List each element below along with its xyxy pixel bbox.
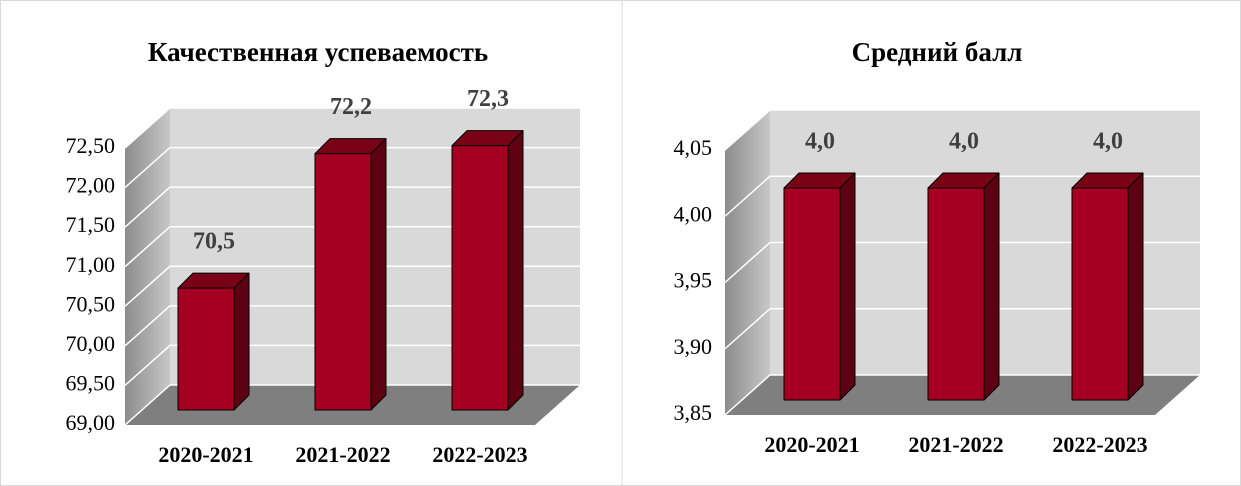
y-tick-label: 70,50 — [66, 291, 116, 316]
y-tick-label: 72,50 — [66, 133, 116, 158]
grid-line — [124, 384, 580, 426]
data-label: 72,2 — [330, 94, 372, 120]
bar-side — [370, 138, 387, 411]
grid-line — [124, 265, 580, 307]
grid-line — [124, 107, 580, 149]
grid-line — [724, 109, 1200, 151]
bar — [177, 272, 250, 411]
bar-front — [783, 187, 841, 401]
grid-line — [724, 175, 1200, 217]
bar-side — [983, 172, 1000, 401]
grid-line — [724, 308, 1200, 350]
x-tick-label: 2022-2023 — [1052, 432, 1147, 457]
data-label: 4,0 — [949, 129, 979, 155]
bar-front — [451, 145, 509, 411]
bar-side — [507, 130, 524, 411]
x-tick-label: 2021-2022 — [908, 432, 1003, 457]
bar — [927, 172, 1000, 401]
x-tick-label: 2022-2023 — [432, 442, 527, 467]
grid-line — [124, 186, 580, 228]
grid-line — [124, 225, 580, 268]
y-tick-label: 70,00 — [66, 331, 116, 356]
y-tick-label: 71,50 — [66, 212, 116, 237]
y-tick-label: 69,00 — [66, 410, 116, 435]
bar-side — [233, 272, 250, 411]
grid-line — [724, 374, 1200, 416]
chart-title: Качественная успеваемость — [148, 37, 488, 67]
grid-line — [724, 241, 1200, 284]
data-label: 4,0 — [1093, 129, 1123, 155]
data-label: 70,5 — [193, 229, 235, 255]
x-tick-label: 2020-2021 — [764, 432, 859, 457]
bar-front — [177, 287, 235, 411]
y-tick-label: 71,00 — [66, 252, 116, 277]
bar-side — [839, 172, 856, 401]
bar-front — [927, 187, 985, 401]
y-tick-label: 3,95 — [674, 268, 713, 293]
y-tick-label: 72,00 — [66, 173, 116, 198]
data-label: 4,0 — [805, 129, 835, 155]
bar — [1071, 172, 1144, 401]
grid-line — [124, 344, 580, 386]
bar-front — [314, 153, 372, 411]
y-tick-label: 3,85 — [674, 400, 713, 425]
grid-line — [124, 305, 580, 347]
y-tick-label: 4,00 — [674, 201, 713, 226]
bar — [314, 138, 387, 411]
x-tick-label: 2020-2021 — [158, 442, 253, 467]
bar — [783, 172, 856, 401]
chart-title: Средний балл — [852, 37, 1023, 67]
x-tick-label: 2021-2022 — [295, 442, 390, 467]
side-wall — [125, 108, 170, 425]
y-tick-label: 4,05 — [674, 135, 713, 160]
bar-side — [1127, 172, 1144, 401]
bar — [451, 130, 524, 411]
y-tick-label: 3,90 — [674, 334, 713, 359]
y-tick-label: 69,50 — [66, 370, 116, 395]
bar-front — [1071, 187, 1129, 401]
grid-line — [124, 146, 580, 189]
data-label: 72,3 — [467, 86, 509, 112]
